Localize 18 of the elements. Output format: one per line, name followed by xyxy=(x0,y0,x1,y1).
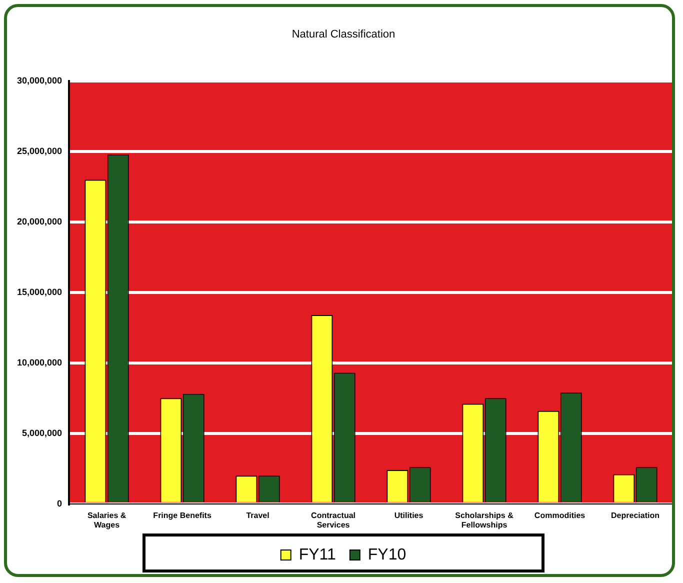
y-tick-label: 20,000,000 xyxy=(16,216,62,227)
x-tick-label: Depreciation xyxy=(611,510,660,520)
y-tick-label: 10,000,000 xyxy=(16,357,62,368)
legend-label: FY10 xyxy=(368,546,406,564)
legend-label: FY11 xyxy=(298,546,336,564)
y-tick-label: 25,000,000 xyxy=(16,146,62,156)
y-tick-label: 30,000,000 xyxy=(16,76,62,86)
chart-title: Natural Classification xyxy=(292,28,396,41)
y-tick-label: 5,000,000 xyxy=(22,428,62,438)
x-tick-label: Fringe Benefits xyxy=(153,510,212,520)
x-tick-label: Utilities xyxy=(394,510,424,520)
x-tick-label: Travel xyxy=(246,510,270,520)
x-tick-label: Commodities xyxy=(534,510,586,520)
y-tick-label: 0 xyxy=(57,498,62,508)
y-tick-label: 15,000,000 xyxy=(16,286,62,297)
x-tick-label: Contractual Services xyxy=(311,510,356,530)
x-tick-label: Salaries & Wages xyxy=(87,510,126,530)
x-tick-label: Scholarships & Fellowships xyxy=(455,510,514,530)
